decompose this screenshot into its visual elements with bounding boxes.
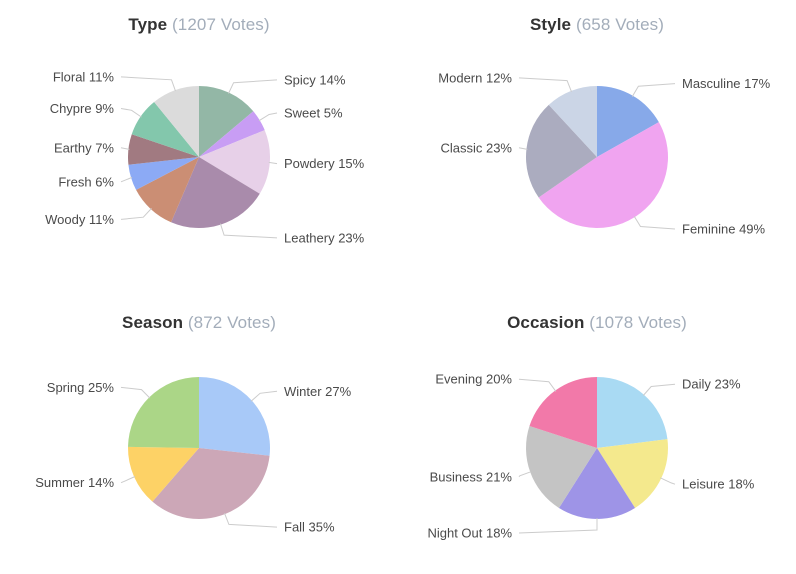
label-connector-line: [120, 208, 152, 220]
slice-label-business: Business 21%: [430, 469, 513, 484]
label-connector-line: [633, 216, 676, 230]
pie-slice-powdery[interactable]: [199, 130, 271, 194]
slice-label-night-out: Night Out 18%: [427, 526, 512, 541]
chart-title-text: Season: [122, 313, 184, 332]
label-connector-line: [120, 386, 151, 399]
label-connector-line: [642, 383, 676, 396]
pie-slice-earthy[interactable]: [127, 134, 199, 165]
pie-slice-night-out[interactable]: [558, 448, 636, 520]
label-connector-line: [120, 108, 142, 118]
pie-slice-classic[interactable]: [525, 104, 597, 198]
pie-slice-daily[interactable]: [597, 377, 668, 448]
chart-title-text: Type: [128, 15, 168, 34]
chart-title-text: Occasion: [507, 313, 585, 332]
slice-label-leathery: Leathery 23%: [284, 230, 365, 245]
label-connector-line: [518, 471, 532, 478]
pie-slice-spring[interactable]: [128, 377, 199, 448]
slice-label-powdery: Powdery 15%: [284, 156, 365, 171]
chart-title-type: Type (1207 Votes): [0, 15, 398, 35]
slice-label-spring: Spring 25%: [47, 380, 115, 395]
label-connector-line: [518, 147, 528, 150]
pie-slice-leisure[interactable]: [597, 439, 669, 508]
slice-label-leisure: Leisure 18%: [682, 477, 755, 492]
slice-label-summer: Summer 14%: [35, 475, 114, 490]
pie-season[interactable]: Winter 27% Fall 35% Summer 14% Spring 25%: [0, 287, 398, 574]
slice-label-modern: Modern 12%: [438, 70, 512, 85]
slice-label-daily: Daily 23%: [682, 377, 741, 392]
chart-title-style: Style (658 Votes): [398, 15, 796, 35]
label-connector-line: [228, 79, 278, 94]
chart-title-season: Season (872 Votes): [0, 313, 398, 333]
slice-label-chypre: Chypre 9%: [50, 101, 115, 116]
slice-label-classic: Classic 23%: [440, 140, 512, 155]
label-connector-line: [120, 176, 133, 183]
label-connector-line: [660, 477, 676, 485]
chart-votes-text: (1207 Votes): [172, 15, 270, 34]
slice-label-fresh: Fresh 6%: [58, 174, 114, 189]
chart-votes-text: (872 Votes): [187, 313, 276, 332]
label-connector-line: [631, 83, 676, 97]
slice-label-floral: Floral 11%: [53, 69, 115, 84]
slice-label-feminine: Feminine 49%: [682, 222, 766, 237]
pie-slice-leathery[interactable]: [171, 157, 260, 228]
label-connector-line: [219, 223, 278, 239]
pie-slice-sweet[interactable]: [199, 111, 265, 157]
chart-votes-text: (658 Votes): [575, 15, 664, 34]
label-connector-line: [120, 76, 176, 92]
label-connector-line: [120, 147, 130, 150]
pie-slice-summer[interactable]: [128, 446, 199, 502]
chart-title-text: Style: [529, 15, 572, 34]
label-connector-line: [518, 378, 557, 392]
label-connector-line: [224, 513, 278, 528]
slice-label-earthy: Earthy 7%: [54, 140, 114, 155]
pie-slice-evening[interactable]: [529, 377, 597, 448]
slice-label-fall: Fall 35%: [284, 520, 335, 535]
slice-label-winter: Winter 27%: [284, 384, 352, 399]
slice-label-woody: Woody 11%: [45, 212, 114, 227]
pie-slice-spicy[interactable]: [199, 86, 254, 157]
chart-title-occasion: Occasion (1078 Votes): [398, 313, 796, 333]
pie-slice-masculine[interactable]: [597, 86, 659, 157]
label-connector-line: [258, 112, 278, 122]
slice-label-evening: Evening 20%: [435, 372, 512, 387]
chart-votes-text: (1078 Votes): [589, 313, 687, 332]
chart-panel-occasion: Daily 23% Leisure 18% Night Out 18% Busines…: [398, 287, 796, 574]
pie-slice-chypre[interactable]: [131, 101, 199, 157]
pie-slice-business[interactable]: [525, 426, 597, 508]
pie-slice-modern[interactable]: [548, 86, 597, 157]
label-connector-line: [250, 390, 278, 402]
chart-panel-style: Masculine 17% Feminine 49% Classic 23% Mode…: [398, 0, 796, 287]
chart-panel-type: Spicy 14% Sweet 5% Powdery 15% Leathery 23%…: [0, 0, 398, 287]
pie-slice-woody[interactable]: [136, 157, 199, 223]
pie-slice-feminine[interactable]: [538, 122, 668, 229]
pie-slice-fresh[interactable]: [128, 157, 199, 190]
label-connector-line: [120, 476, 136, 484]
pie-slice-floral[interactable]: [154, 86, 199, 157]
chart-panel-season: Winter 27% Fall 35% Summer 14% Spring 25% S…: [0, 287, 398, 574]
pie-occasion[interactable]: Daily 23% Leisure 18% Night Out 18% Busines…: [398, 287, 796, 574]
label-connector-line: [518, 518, 598, 534]
slice-label-masculine: Masculine 17%: [682, 76, 771, 91]
pie-slice-winter[interactable]: [199, 377, 270, 456]
pie-slice-fall[interactable]: [152, 448, 270, 519]
pie-style[interactable]: Masculine 17% Feminine 49% Classic 23% Mode…: [398, 0, 796, 287]
pie-type[interactable]: Spicy 14% Sweet 5% Powdery 15% Leathery 23%…: [0, 0, 398, 287]
slice-label-sweet: Sweet 5%: [284, 106, 343, 121]
slice-label-spicy: Spicy 14%: [284, 72, 346, 87]
label-connector-line: [518, 77, 572, 92]
label-connector-line: [268, 161, 278, 165]
